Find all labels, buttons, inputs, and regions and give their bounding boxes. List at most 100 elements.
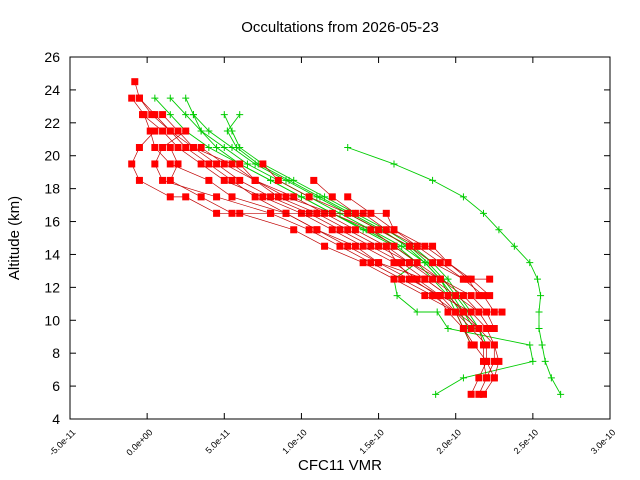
data-point-square <box>467 308 475 316</box>
y-tick-label: 24 <box>44 82 60 98</box>
data-point-square <box>479 390 487 398</box>
data-point-square <box>290 193 298 201</box>
series-line <box>169 147 502 313</box>
data-point-square <box>197 160 205 168</box>
data-point-cross <box>433 308 441 316</box>
series-6 <box>151 127 491 382</box>
y-tick-label: 8 <box>52 345 60 361</box>
data-point-square <box>490 308 498 316</box>
data-point-cross <box>535 308 543 316</box>
series-line <box>386 246 495 395</box>
data-point-cross <box>429 176 437 184</box>
data-point-square <box>151 127 159 135</box>
data-point-square <box>351 226 359 234</box>
data-point-square <box>405 259 413 267</box>
plot-series <box>128 78 565 398</box>
data-point-cross <box>495 226 503 234</box>
data-point-square <box>205 176 213 184</box>
data-point-square <box>166 144 174 151</box>
data-point-cross <box>182 94 190 102</box>
data-point-square <box>220 176 228 184</box>
data-point-square <box>267 193 275 201</box>
data-point-square <box>336 242 344 250</box>
y-tick-label: 4 <box>52 411 60 427</box>
data-point-cross <box>533 275 541 283</box>
data-point-cross <box>297 193 305 201</box>
data-point-square <box>259 160 267 168</box>
data-point-cross <box>267 176 275 184</box>
data-point-cross <box>151 94 159 102</box>
data-point-square <box>131 78 139 86</box>
data-point-cross <box>459 193 467 201</box>
y-tick-label: 16 <box>44 214 60 230</box>
data-point-square <box>486 325 494 332</box>
data-point-square <box>282 193 290 201</box>
data-point-cross <box>205 127 213 135</box>
data-point-square <box>166 176 174 184</box>
data-point-square <box>475 308 483 316</box>
data-point-square <box>490 325 498 332</box>
data-point-square <box>367 209 375 217</box>
data-point-cross <box>526 341 534 349</box>
data-point-cross <box>432 390 440 398</box>
series-line <box>154 130 487 378</box>
y-tick-label: 18 <box>44 181 60 197</box>
data-point-square <box>475 292 483 300</box>
data-point-cross <box>213 144 221 151</box>
data-point-square <box>475 390 483 398</box>
data-point-cross <box>479 209 487 217</box>
data-point-square <box>344 193 352 201</box>
data-point-square <box>367 226 375 234</box>
data-point-square <box>498 308 506 316</box>
data-point-square <box>274 176 282 184</box>
data-point-square <box>393 259 401 267</box>
data-point-square <box>359 259 367 267</box>
data-point-square <box>490 341 498 349</box>
data-point-cross <box>459 374 467 382</box>
data-point-square <box>228 193 236 201</box>
data-point-square <box>444 292 452 300</box>
data-point-cross <box>236 111 244 119</box>
data-point-square <box>228 209 236 217</box>
data-point-square <box>375 259 383 267</box>
data-point-square <box>367 259 375 267</box>
data-point-cross <box>285 176 293 184</box>
y-tick-label: 14 <box>44 246 60 262</box>
data-point-cross <box>189 111 197 119</box>
data-point-square <box>429 259 437 267</box>
data-point-square <box>205 160 213 168</box>
data-point-cross <box>535 325 543 332</box>
series-19 <box>344 144 565 398</box>
data-point-square <box>251 193 259 201</box>
data-point-square <box>197 144 205 151</box>
data-point-square <box>459 275 467 283</box>
data-point-square <box>151 160 159 168</box>
data-point-cross <box>390 160 398 168</box>
data-point-square <box>459 292 467 300</box>
data-point-square <box>495 357 503 365</box>
data-point-cross <box>541 357 549 365</box>
data-point-square <box>382 242 390 250</box>
data-point-square <box>213 193 221 201</box>
data-point-square <box>213 160 221 168</box>
data-point-square <box>328 226 336 234</box>
data-point-square <box>467 390 475 398</box>
data-point-square <box>475 325 483 332</box>
chart-title: Occultations from 2026-05-23 <box>241 19 439 36</box>
data-point-square <box>267 209 275 217</box>
data-point-cross <box>510 242 518 250</box>
y-tick-label: 26 <box>44 49 60 65</box>
y-tick-label: 22 <box>44 115 60 131</box>
data-point-square <box>429 275 437 283</box>
data-point-square <box>375 242 383 250</box>
data-point-square <box>174 144 182 151</box>
data-point-square <box>413 259 421 267</box>
data-point-cross <box>243 160 251 168</box>
data-point-square <box>174 160 182 168</box>
data-point-cross <box>537 292 545 300</box>
data-point-square <box>375 226 383 234</box>
y-tick-label: 20 <box>44 148 60 164</box>
data-point-square <box>421 242 429 250</box>
